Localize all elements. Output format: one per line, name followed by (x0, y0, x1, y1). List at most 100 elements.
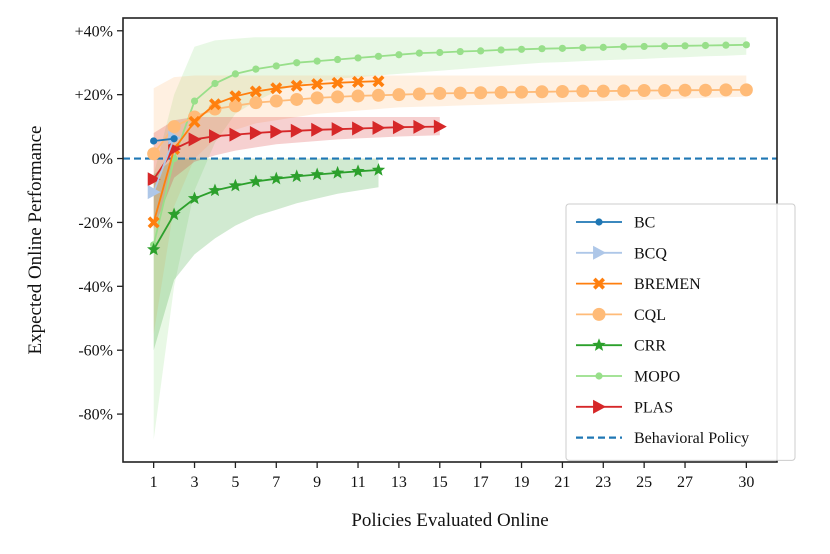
y-tick-label--80: -80% (78, 407, 113, 424)
legend-box (565, 203, 796, 461)
line-bcq (152, 137, 175, 193)
point-cql-23 (596, 84, 610, 98)
point-mopo-18 (497, 46, 505, 54)
point-mopo-17 (477, 47, 485, 55)
y-axis-title: Expected Online Performance (25, 126, 46, 355)
point-mopo-22 (579, 44, 587, 52)
point-bc-2 (170, 135, 178, 143)
legend-label-cql: CQL (634, 307, 666, 324)
point-mopo-15 (436, 48, 444, 57)
point-plas-6 (249, 125, 263, 140)
x-tick-label-7: 7 (272, 474, 280, 491)
y-tick-label-40: +40% (75, 23, 113, 40)
x-tick-label-27: 27 (677, 474, 693, 491)
point-mopo-11 (354, 54, 362, 62)
point-bremen-11 (352, 75, 365, 88)
point-plas-14 (413, 119, 427, 134)
point-cql-5 (228, 99, 242, 113)
point-mopo-10 (333, 55, 342, 64)
legend-label-bremen: BREMEN (634, 276, 701, 293)
x-tick-label-19: 19 (514, 474, 530, 491)
point-bremen-6 (249, 85, 262, 98)
x-axis-title: Policies Evaluated Online (351, 510, 548, 531)
point-mopo-9 (313, 57, 321, 65)
series-plas (147, 119, 447, 187)
x-tick-label-30: 30 (738, 474, 754, 491)
legend-item-bcq: BCQ (576, 245, 667, 262)
x-tick-label-17: 17 (473, 474, 489, 491)
point-crr-11 (351, 164, 365, 177)
x-tick-label-23: 23 (595, 474, 611, 491)
point-crr-8 (290, 169, 304, 183)
point-mopo-29 (722, 41, 730, 49)
point-mopo-12 (374, 52, 383, 60)
point-crr-3 (187, 191, 202, 205)
point-mopo-27 (681, 42, 689, 50)
point-plas-13 (392, 120, 406, 135)
band-crr (153, 158, 379, 351)
point-bc-1 (150, 137, 158, 145)
x-tick-label-15: 15 (432, 474, 448, 491)
series-mopo (150, 41, 750, 249)
point-mopo-30 (742, 41, 750, 49)
y-tick-label--40: -40% (78, 279, 113, 296)
legend-item-cql: CQL (576, 307, 666, 324)
point-bremen-8 (290, 79, 303, 92)
y-tick-label-20: +20% (75, 87, 113, 104)
point-cql-20 (535, 85, 549, 99)
point-crr-12 (371, 163, 386, 176)
x-tick-label-3: 3 (191, 474, 199, 491)
point-mopo-26 (660, 42, 669, 50)
point-plas-1 (147, 172, 161, 187)
point-crr-1 (147, 242, 161, 256)
legend-label-plas: PLAS (634, 399, 673, 416)
legend-marker-cql (592, 307, 606, 321)
point-plas-9 (311, 122, 325, 137)
point-mopo-20 (538, 45, 546, 53)
point-bremen-5 (229, 90, 242, 103)
legend-marker-bremen (593, 277, 605, 290)
point-mopo-19 (517, 45, 526, 53)
x-tick-label-5: 5 (231, 474, 239, 491)
point-bremen-12 (372, 75, 385, 88)
x-tick-label-1: 1 (150, 474, 158, 491)
legend-item-crr: CRR (576, 338, 666, 355)
point-crr-4 (208, 183, 222, 197)
point-plas-7 (270, 124, 284, 139)
point-plas-10 (331, 122, 345, 137)
point-crr-2 (167, 207, 181, 221)
point-cql-13 (392, 88, 406, 102)
legend-item-mopo: MOPO (576, 369, 680, 386)
point-bremen-1 (147, 216, 160, 229)
point-mopo-8 (293, 59, 301, 67)
point-plas-4 (209, 129, 222, 144)
point-mopo-21 (558, 44, 567, 52)
point-cql-15 (433, 86, 447, 100)
legend-item-bremen: BREMEN (576, 276, 701, 293)
x-tick-label-13: 13 (391, 474, 407, 491)
legend-item-behavioral-policy: Behavioral Policy (576, 430, 749, 447)
legend-marker-bc (595, 218, 603, 226)
point-crr-10 (330, 165, 345, 179)
point-cql-16 (453, 86, 467, 100)
point-plas-8 (290, 123, 304, 138)
point-cql-30 (739, 83, 753, 97)
point-cql-24 (617, 84, 631, 98)
point-mopo-28 (701, 41, 710, 50)
point-crr-7 (269, 171, 283, 185)
point-cql-18 (494, 85, 508, 99)
point-cql-6 (249, 96, 263, 110)
point-plas-15 (433, 119, 447, 134)
point-cql-11 (351, 89, 365, 103)
series-bc (150, 135, 178, 145)
point-mopo-6 (252, 65, 260, 73)
series-group (147, 41, 753, 256)
x-tick-label-9: 9 (313, 474, 321, 491)
point-cql-28 (698, 83, 712, 97)
legend-marker-crr (592, 338, 606, 351)
point-cql-9 (310, 91, 324, 105)
point-cql-2 (167, 120, 181, 134)
point-cql-26 (658, 84, 672, 98)
point-bremen-9 (311, 78, 324, 91)
